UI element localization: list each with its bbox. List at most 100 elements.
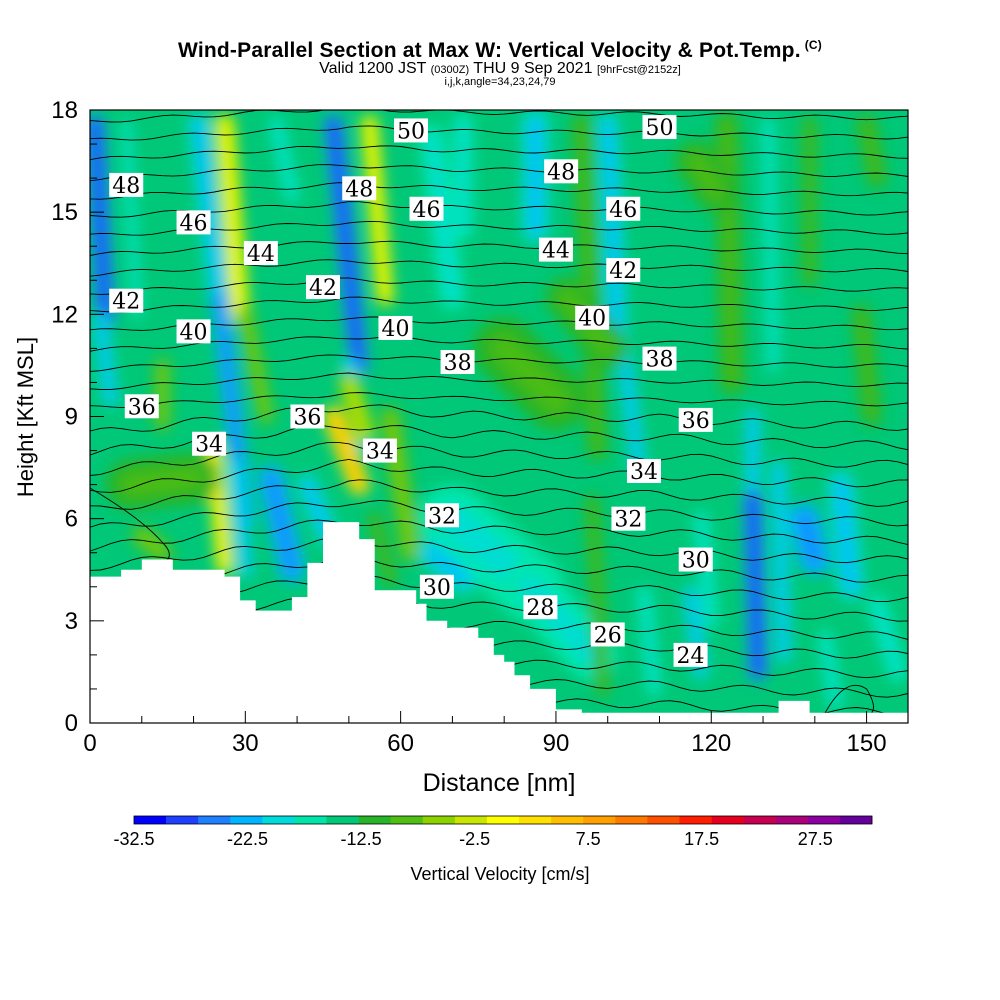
contour-label: 46	[606, 196, 641, 223]
colorbar-tick-label: -12.5	[341, 829, 382, 849]
velocity-core	[219, 118, 245, 319]
colorbar-frame	[133, 815, 873, 825]
contour-label: 36	[290, 404, 325, 431]
contour-label-bg	[678, 547, 713, 572]
colorbar-tick-label: 27.5	[798, 829, 833, 849]
contour-label-bg	[523, 595, 558, 620]
terrain-mask	[90, 522, 908, 723]
colorbar-swatch	[390, 816, 424, 824]
theta-contour	[90, 182, 908, 200]
contour-label: 40	[176, 319, 211, 345]
contour-label-bg	[544, 159, 579, 184]
contour-label-text: 26	[594, 623, 622, 648]
colorbar-swatch	[583, 816, 616, 824]
y-tick-label: 3	[65, 608, 78, 635]
colorbar-swatch	[230, 816, 263, 824]
theta-contour	[90, 277, 908, 295]
chart-subtitle: Valid 1200 JST (0300Z) THU 9 Sep 2021 [9…	[0, 60, 1000, 78]
valid-date: THU 9 Sep 2021	[473, 60, 593, 77]
colorbar-tick-label: 7.5	[576, 829, 601, 849]
velocity-core	[720, 117, 738, 389]
y-tick-label: 0	[65, 710, 78, 737]
contour-label: 50	[393, 118, 428, 144]
contour-label-bg	[176, 210, 211, 235]
contour-label: 46	[409, 196, 444, 223]
contour-label-bg	[409, 196, 444, 221]
contour-label-bg	[440, 350, 475, 375]
contour-label-text: 34	[366, 440, 394, 465]
velocity-core	[123, 121, 139, 317]
colorbar-swatch	[679, 816, 712, 824]
contour-label-text: 44	[542, 239, 570, 264]
colorbar-swatch	[198, 816, 231, 824]
velocity-core	[371, 515, 394, 584]
grid-indices: i,j,k,angle=34,23,24,79	[444, 76, 556, 88]
contour-label-bg	[124, 394, 159, 419]
contour-label-bg	[342, 176, 377, 201]
contour-label-text: 48	[547, 160, 575, 185]
contour-label-text: 32	[428, 504, 456, 529]
theta-contour	[90, 424, 908, 456]
contour-label: 42	[109, 288, 144, 315]
y-axis-label: Height [Kft MSL]	[13, 337, 38, 497]
colorbar-tick-label: 17.5	[684, 829, 719, 849]
colorbar-swatch	[519, 816, 552, 824]
x-tick-label: 60	[387, 730, 414, 757]
contour-label-bg	[626, 458, 661, 483]
colorbar-swatch	[839, 816, 873, 824]
velocity-core	[872, 599, 903, 677]
colorbar-swatch	[775, 816, 809, 824]
velocity-core	[241, 310, 270, 420]
y-tick-label: 6	[65, 506, 78, 533]
contour-label: 42	[305, 275, 340, 301]
contour-label-bg	[538, 237, 573, 262]
theta-contour	[90, 554, 908, 588]
velocity-core	[861, 118, 882, 183]
contour-label-bg	[378, 315, 413, 340]
contour-label-text: 36	[128, 395, 156, 420]
contour-label: 44	[243, 241, 278, 267]
theta-contour	[90, 458, 908, 493]
velocity-core	[272, 120, 296, 199]
theta-contour	[90, 145, 908, 161]
contour-label-text: 46	[413, 198, 441, 223]
contour-label-bg	[611, 506, 646, 531]
velocity-core	[365, 119, 390, 302]
chart-title-text: Wind-Parallel Section at Max W: Vertical…	[178, 39, 801, 62]
contour-label: 44	[538, 237, 573, 264]
contour-label-bg	[305, 275, 340, 300]
velocity-core	[765, 120, 777, 369]
contour-label-text: 36	[682, 409, 710, 434]
velocity-core	[96, 317, 115, 403]
contour-lines	[90, 69, 908, 721]
contour-label: 48	[544, 159, 579, 185]
theta-contour	[90, 372, 908, 390]
contour-label: 36	[124, 394, 159, 420]
x-tick-label: 120	[691, 730, 731, 757]
contour-label-text: 50	[397, 119, 425, 144]
velocity-core	[265, 471, 298, 576]
theta-contour	[90, 316, 908, 331]
theta-contour	[90, 110, 908, 123]
velocity-core	[137, 531, 168, 558]
velocity-core	[686, 151, 726, 202]
contour-label-bg	[678, 407, 713, 432]
contour-label: 26	[590, 622, 625, 648]
contour-label: 48	[109, 172, 144, 199]
theta-contour	[90, 164, 908, 182]
contour-label-text: 40	[578, 307, 606, 332]
theta-contours	[90, 69, 908, 721]
contour-label: 32	[425, 503, 460, 529]
theta-contour	[90, 69, 908, 85]
contour-label-text: 24	[677, 644, 705, 669]
theta-contour	[90, 240, 908, 256]
velocity-core	[231, 464, 249, 574]
theta-contour	[90, 259, 908, 277]
theta-contour	[90, 354, 908, 372]
colorbar-swatch	[551, 816, 584, 824]
contour-label: 32	[611, 506, 646, 533]
x-tick-label: 150	[847, 730, 887, 757]
